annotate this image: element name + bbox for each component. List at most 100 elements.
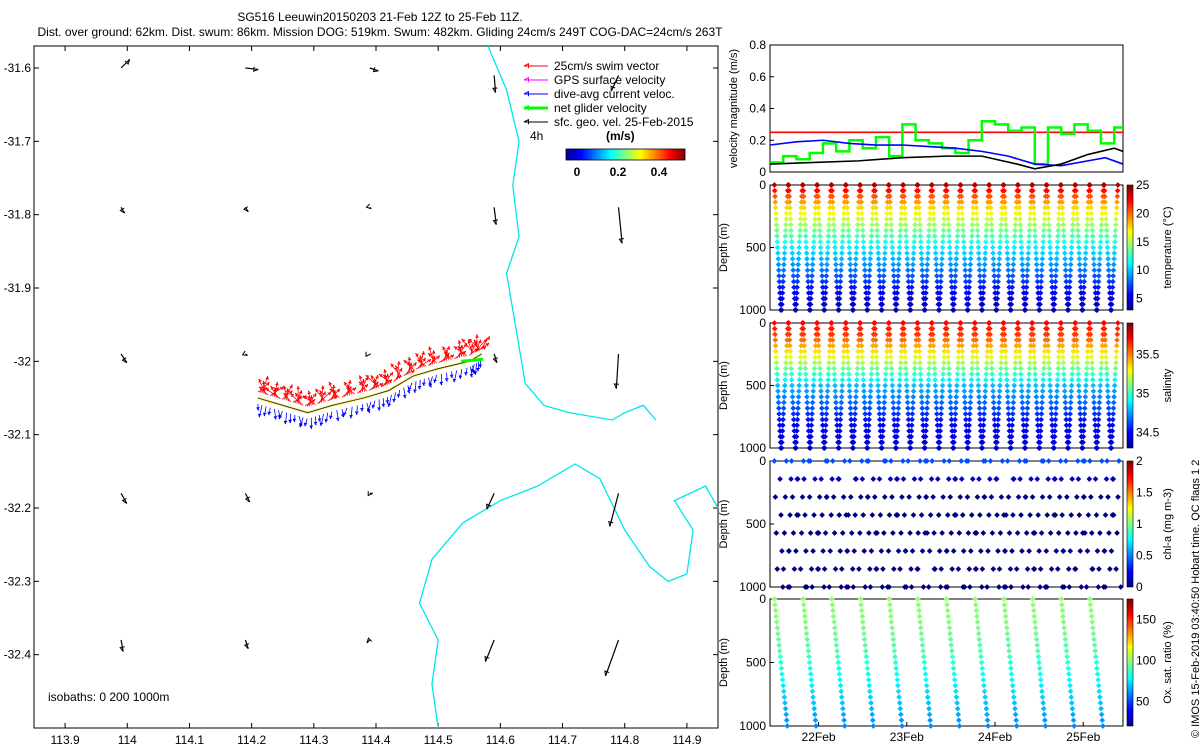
temperature-data-point (1018, 233, 1024, 239)
chlorophyll-colorbar-tick-label: 2 (1136, 454, 1143, 468)
temperature-data-point (922, 295, 929, 302)
salinity-data-point (811, 359, 818, 366)
oxygen-data-point (893, 665, 900, 672)
temperature-data-point (1054, 250, 1060, 257)
chlorophyll-data-point (900, 476, 907, 482)
salinity-data-point (916, 354, 923, 360)
geo-velocity-arrowhead (365, 351, 371, 358)
salinity-data-point (1061, 382, 1068, 389)
salinity-data-point (974, 365, 981, 372)
dac-vector-arrowhead (458, 375, 463, 379)
temperature-data-point (930, 204, 937, 211)
oxygen-data-point (1098, 705, 1104, 712)
temperature-data-point (880, 284, 886, 291)
temperature-data-point (891, 284, 898, 291)
swim-vector-arrowhead (311, 398, 316, 403)
chlorophyll-data-point (982, 458, 988, 464)
salinity-data-point (1033, 399, 1040, 406)
temperature-data-point (859, 210, 865, 217)
coastline (418, 463, 719, 729)
chlorophyll-data-point (957, 494, 964, 500)
salinity-data-point (810, 388, 817, 395)
salinity-data-point (1065, 439, 1072, 446)
temperature-data-point (884, 210, 890, 217)
temperature-data-point (1114, 193, 1121, 200)
salinity-data-point (972, 325, 979, 332)
dac-vector-arrowhead (317, 418, 322, 422)
temperature-data-point (946, 238, 953, 245)
oxygen-data-point (1070, 717, 1077, 724)
salinity-data-point (1034, 405, 1040, 412)
oxygen-data-point (978, 659, 985, 666)
salinity-data-point (1103, 354, 1109, 360)
salinity-data-point (776, 416, 783, 423)
oxygen-data-point (1071, 723, 1077, 729)
salinity-data-point (934, 422, 941, 429)
salinity-data-point (1069, 365, 1076, 372)
temperature-data-point (1113, 216, 1119, 222)
oxygen-data-point (886, 596, 892, 602)
salinity-data-point (793, 433, 800, 440)
salinity-data-point (947, 399, 954, 406)
salinity-data-point (1106, 416, 1113, 423)
salinity-data-point (793, 428, 800, 434)
legend-label: net glider velocity (554, 101, 647, 115)
oxygen-data-point (837, 676, 843, 683)
salinity-data-point (948, 416, 955, 423)
salinity-data-point (872, 337, 879, 343)
salinity-data-point (786, 337, 793, 343)
temperature-data-point (941, 210, 948, 217)
salinity-data-point (967, 394, 974, 400)
salinity-data-point (891, 416, 897, 423)
temperature-data-point (988, 210, 994, 217)
swim-vector-arrowhead (457, 340, 462, 344)
oxygen-data-point (1013, 717, 1020, 724)
temperature-data-point (927, 204, 934, 211)
chlorophyll-data-point (956, 530, 963, 536)
dac-vector-arrowhead (402, 394, 407, 399)
temperature-data-point (1106, 273, 1112, 279)
chlorophyll-data-point (1064, 494, 1070, 500)
temperature-data-point (976, 267, 983, 274)
temperature-data-point (904, 261, 911, 268)
oxygen-data-point (783, 711, 789, 718)
salinity-data-point (1019, 394, 1025, 400)
salinity-data-point (1052, 422, 1059, 429)
temperature-data-point (1047, 256, 1054, 262)
oxygen-data-point (979, 671, 986, 677)
temperature-data-point (1084, 221, 1090, 228)
salinity-data-point (1098, 354, 1105, 360)
salinity-data-point (966, 411, 973, 417)
temperature-data-point (939, 250, 946, 257)
temperature-data-point (1044, 187, 1051, 194)
oxygen-data-point (831, 619, 837, 625)
oxygen-data-point (1029, 596, 1036, 602)
temperature-data-point (1049, 284, 1055, 291)
dac-vector (408, 382, 413, 391)
salinity-data-point (1084, 365, 1090, 372)
temperature-data-point (902, 210, 908, 217)
salinity-data-point (888, 359, 895, 366)
chlorophyll-data-point (903, 584, 910, 590)
salinity-data-point (1003, 359, 1009, 366)
geo-velocity-vector (484, 639, 495, 662)
temperature-data-point (1002, 216, 1009, 222)
oxygen-data-point (1031, 613, 1038, 620)
temperature-data-point (929, 193, 936, 200)
salinity-y-tick-label: 500 (746, 379, 766, 393)
salinity-data-point (1084, 354, 1091, 360)
salinity-data-point (1003, 365, 1010, 372)
salinity-data-point (873, 342, 879, 349)
salinity-data-point (841, 348, 847, 355)
temperature-data-point (1063, 284, 1070, 291)
salinity-data-point (996, 399, 1002, 406)
temperature-data-point (1070, 204, 1077, 211)
salinity-data-point (909, 416, 915, 423)
salinity-data-point (1081, 405, 1088, 412)
temperature-profile-points (771, 182, 1121, 313)
temperature-data-point (1090, 250, 1097, 257)
salinity-data-point (966, 416, 973, 423)
salinity-data-point (1040, 365, 1047, 372)
oxygen-data-point (858, 607, 865, 614)
salinity-data-point (998, 359, 1004, 366)
